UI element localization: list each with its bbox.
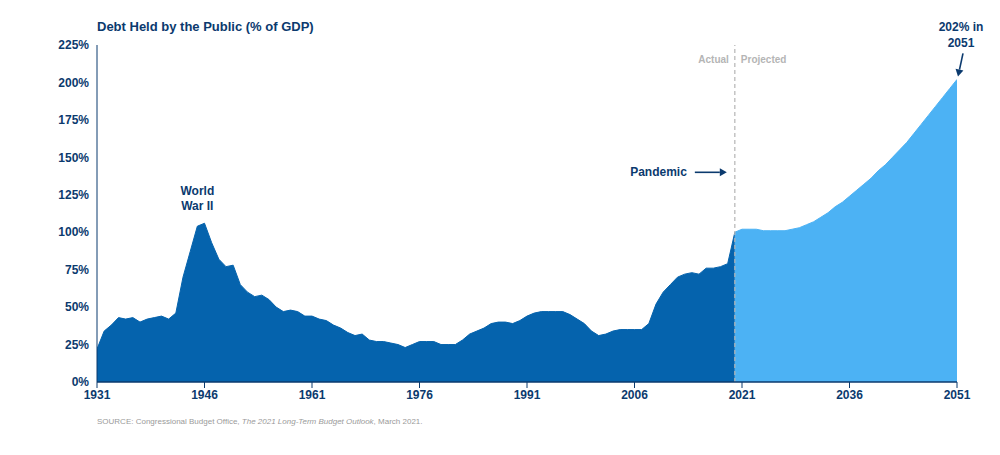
- svg-text:1946: 1946: [191, 388, 218, 402]
- svg-text:25%: 25%: [65, 338, 89, 352]
- svg-text:1961: 1961: [299, 388, 326, 402]
- html-text:SOURCE: Congressional Budget O: SOURCE: Congressional Budget Office, The…: [97, 417, 423, 426]
- svg-text:World: World: [180, 184, 214, 198]
- svg-text:Projected: Projected: [741, 54, 787, 65]
- svg-text:War II: War II: [181, 199, 213, 213]
- svg-text:100%: 100%: [58, 225, 89, 239]
- svg-text:200%: 200%: [58, 76, 89, 90]
- svg-text:202% in: 202% in: [939, 20, 984, 34]
- svg-text:50%: 50%: [65, 300, 89, 314]
- svg-text:1991: 1991: [514, 388, 541, 402]
- svg-text:1931: 1931: [84, 388, 111, 402]
- svg-text:2051: 2051: [944, 388, 971, 402]
- svg-text:175%: 175%: [58, 113, 89, 127]
- svg-text:1976: 1976: [406, 388, 433, 402]
- svg-text:0%: 0%: [72, 375, 90, 389]
- svg-text:Actual: Actual: [698, 54, 729, 65]
- svg-text:75%: 75%: [65, 263, 89, 277]
- svg-text:2051: 2051: [948, 36, 975, 50]
- svg-text:225%: 225%: [58, 38, 89, 52]
- svg-text:2006: 2006: [621, 388, 648, 402]
- svg-text:Pandemic: Pandemic: [630, 165, 687, 179]
- svg-text:150%: 150%: [58, 151, 89, 165]
- svg-text:125%: 125%: [58, 188, 89, 202]
- html-text:Debt Held by the Public (% of: Debt Held by the Public (% of GDP): [97, 19, 314, 34]
- svg-text:2036: 2036: [836, 388, 863, 402]
- svg-text:2021: 2021: [729, 388, 756, 402]
